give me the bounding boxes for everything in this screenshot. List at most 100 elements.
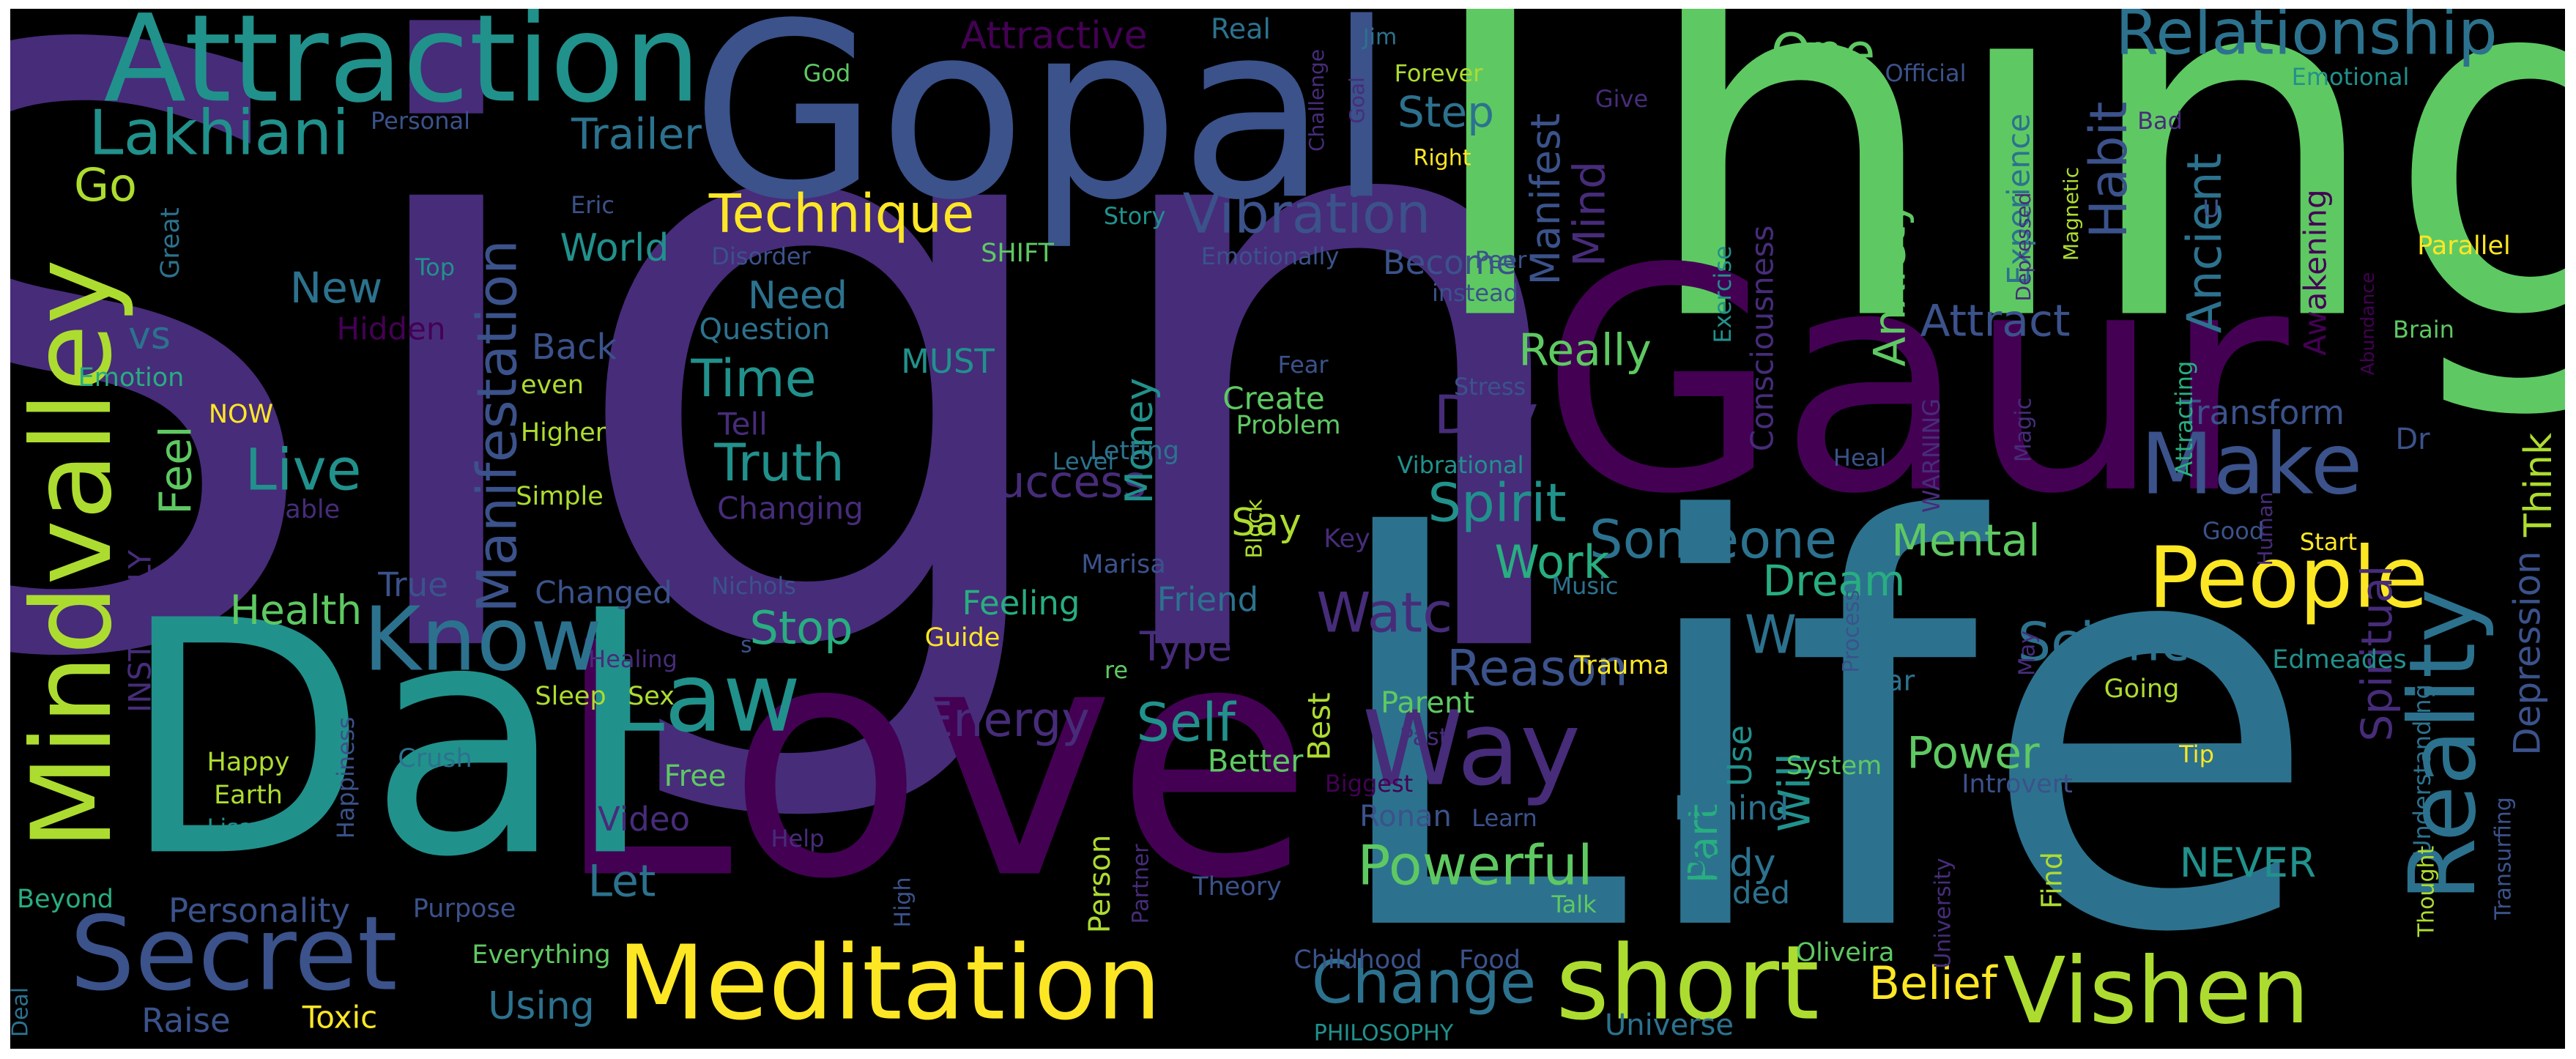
word-goal-187: Goal — [1345, 77, 1369, 124]
word-trauma-139: Trauma — [1573, 651, 1669, 680]
word-thought-165: Thought — [2414, 846, 2440, 938]
word-parable-111: Parable — [245, 495, 340, 524]
word-science-33: Science — [2017, 612, 2221, 673]
word-biggest-141: Biggest — [1325, 770, 1413, 798]
word-technique-25: Technique — [708, 183, 975, 245]
word-tip-161: Tip — [2178, 740, 2214, 768]
word-forever-188: Forever — [1395, 59, 1484, 87]
word-part-59: Part — [1679, 804, 1726, 884]
word-exercise-173: Exercise — [1709, 245, 1737, 343]
word-higher-113: Higher — [521, 418, 606, 447]
word-mindvalley-8: Mindvalley — [10, 259, 136, 850]
word-energy-30: Energy — [923, 693, 1090, 748]
word-question-88: Question — [699, 313, 831, 346]
word-step-41: Step — [1398, 87, 1494, 137]
word-health-56: Health — [230, 587, 363, 633]
word-attractive-72: Attractive — [961, 14, 1148, 58]
word-help-146: Help — [771, 825, 825, 852]
word-past-140: Past — [1400, 723, 1449, 751]
word-mental-53: Mental — [1891, 516, 2041, 567]
word-attracting-167: Attracting — [2170, 361, 2198, 478]
word-heal-172: Heal — [1833, 444, 1886, 472]
word-give-190: Give — [1595, 85, 1648, 113]
word-need-70: Need — [748, 274, 847, 318]
word-instantly-93: INSTANTLY — [122, 550, 158, 713]
word-change-22: Change — [1312, 948, 1536, 1017]
word-happy-115: Happy — [207, 748, 290, 777]
word-partner-147: Partner — [1129, 844, 1154, 924]
word-stop-55: Stop — [750, 601, 853, 655]
word-right-189: Right — [1414, 146, 1471, 171]
word-changing-91: Changing — [717, 491, 864, 527]
word-manifestation-21: Manifestation — [465, 239, 530, 613]
word-jim-185: Jim — [1362, 25, 1397, 51]
word-story-178: Story — [1104, 202, 1166, 230]
word-create-89: Create — [1222, 381, 1325, 417]
word-childhood-150: Childhood — [1293, 945, 1422, 975]
word-reason-36: Reason — [1447, 640, 1628, 698]
word-sex-126: Sex — [628, 682, 675, 711]
word-person-100: Person — [1083, 835, 1117, 933]
word-warning-171: WARNING — [1918, 398, 1945, 513]
word-introvert-157: Introvert — [1961, 770, 2073, 799]
word-manifest-50: Manifest — [1522, 114, 1569, 286]
word-shift-177: SHIFT — [981, 239, 1054, 268]
word-emotionally-176: Emotionally — [1201, 242, 1340, 270]
word-peer-174: Peer — [1475, 246, 1528, 274]
word-thing-1: Thing — [1335, 9, 2565, 427]
word-marisa-129: Marisa — [1081, 550, 1165, 579]
word-someone-27: Someone — [1589, 509, 1837, 571]
word-love-4: Love — [553, 574, 1313, 949]
word-fear-135: Fear — [1277, 351, 1329, 379]
word-secret-11: Secret — [70, 895, 397, 1014]
word-magic-170: Magic — [2011, 398, 2037, 462]
word-hidden-92: Hidden — [336, 311, 445, 347]
word-lakhiani-20: Lakhiani — [89, 97, 349, 169]
word-problem-132: Problem — [1236, 411, 1340, 440]
word-want-34: Want — [1745, 604, 1880, 666]
word-life-2: Life — [1318, 407, 2321, 1049]
word-edmeades-162: Edmeades — [2272, 645, 2406, 675]
word-let-63: Let — [588, 856, 656, 907]
word-lisa-117: Lisa — [207, 814, 253, 841]
word-attraction-7: Attraction — [103, 9, 700, 129]
word-vibration-24: Vibration — [1183, 182, 1431, 246]
word-relationship-19: Relationship — [2115, 9, 2498, 69]
word-earth-116: Earth — [214, 781, 283, 810]
word-system-156: System — [1786, 751, 1882, 781]
word-really-51: Really — [1518, 325, 1652, 376]
word-key-134: Key — [1324, 524, 1370, 554]
word-personality-78: Personality — [168, 891, 350, 930]
word-will-60: Will — [1770, 753, 1821, 832]
word-people-15: People — [2148, 530, 2428, 628]
word-university-155: University — [1931, 858, 1956, 968]
word-real-184: Real — [1211, 13, 1271, 45]
word-stress-136: Stress — [1454, 373, 1526, 401]
word-guide-128: Guide — [925, 623, 1001, 653]
word-one-42: One — [1771, 23, 1876, 83]
word-purpose-121: Purpose — [413, 894, 516, 924]
word-changed-86: Changed — [535, 575, 672, 611]
word-parent-103: Parent — [1381, 686, 1474, 720]
word-best-102: Best — [1302, 692, 1337, 760]
word-magnetic-195: Magnetic — [2059, 167, 2083, 261]
word-meditation-9: Meditation — [617, 924, 1162, 1044]
word-transform-81: Transform — [2180, 393, 2345, 432]
word-dal-6: Dal — [120, 552, 656, 927]
word-work-52: Work — [1495, 535, 1610, 589]
word-power-62: Power — [1907, 728, 2040, 779]
word-money-69: Money — [1118, 378, 1162, 504]
word-talk-143: Talk — [1551, 891, 1597, 918]
word-personal-182: Personal — [371, 107, 470, 135]
word-high-145: High — [891, 877, 916, 928]
word-sign-0: Sign — [10, 9, 1600, 837]
word-powerful-23: Powerful — [1357, 833, 1593, 898]
word-time-38: Time — [690, 349, 816, 409]
word-use-75: Use — [1721, 725, 1759, 787]
word-block-133: Block — [1242, 499, 1268, 559]
word-make-18: Make — [2141, 416, 2363, 514]
word-level-131: Level — [1053, 447, 1114, 475]
word-day-35: Day — [1434, 384, 1538, 446]
word-go-44: Go — [74, 158, 137, 212]
